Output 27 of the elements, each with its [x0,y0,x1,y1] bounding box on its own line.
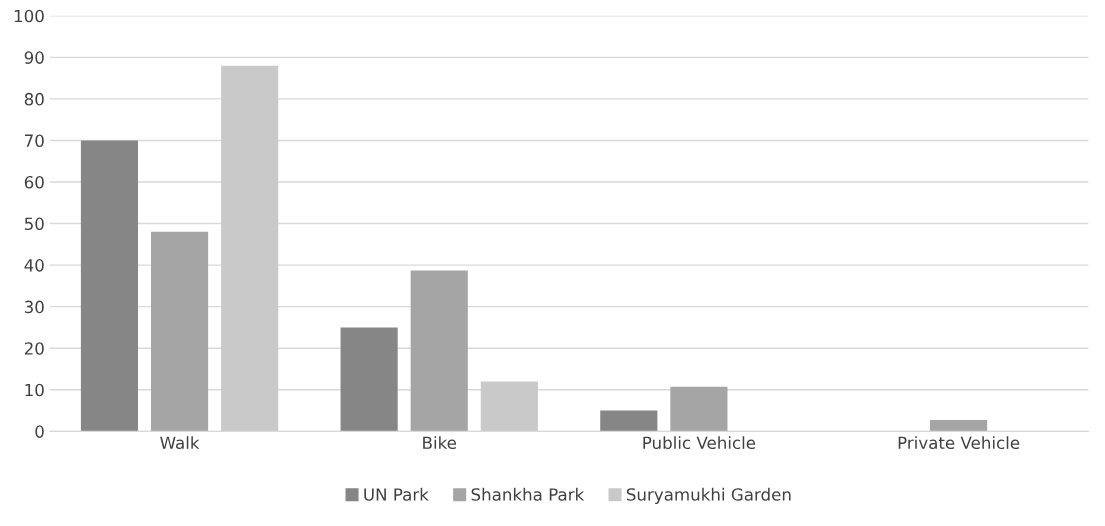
y-tick-label: 40 [24,259,44,272]
bar [670,386,728,432]
y-tick-label: 90 [24,51,44,64]
y-tick-label: 10 [25,383,44,397]
y-tick-label: 30 [24,300,44,314]
bar [930,420,988,432]
y-tick-label: 80 [24,92,44,106]
y-tick-label: 70 [25,134,44,148]
y-tick-label: 60 [24,175,44,189]
legend-label: UN Park [364,487,429,501]
bar [80,140,139,432]
bar [600,410,658,432]
bar [221,65,279,432]
y-tick-label: 100 [14,9,44,23]
y-tick-label: 0 [35,425,44,438]
bar [410,270,468,432]
x-tick-label: Public Vehicle [643,436,756,450]
legend-label: Suryamukhi Garden [626,487,791,504]
y-tick-label: 50 [24,217,44,231]
bar [480,381,538,432]
bar [340,327,398,432]
y-tick-label: 20 [24,342,44,355]
legend-label: Shankha Park [471,487,585,501]
x-tick-label: Bike [423,436,457,450]
x-tick-label: Walk [160,436,200,450]
bar [151,231,209,432]
x-tick-label: Private Vehicle [898,436,1020,450]
